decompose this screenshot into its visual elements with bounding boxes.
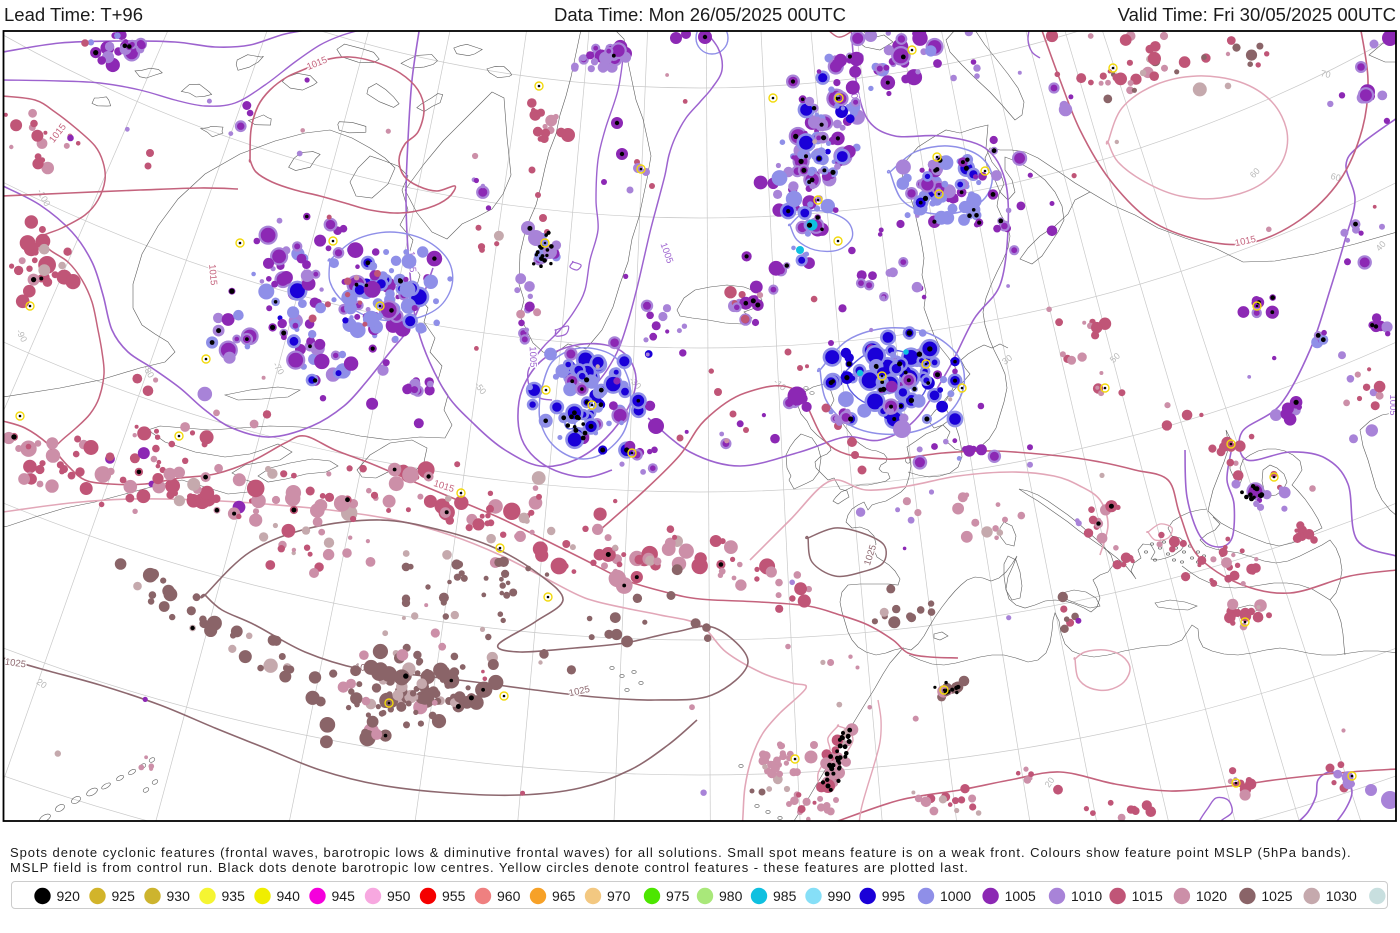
- svg-text:940: 940: [277, 888, 301, 904]
- svg-text:1015: 1015: [1234, 234, 1257, 249]
- svg-text:1005: 1005: [658, 241, 676, 265]
- svg-text:1020: 1020: [1196, 888, 1227, 904]
- svg-text:-90: -90: [14, 327, 29, 343]
- svg-text:-50: -50: [472, 380, 488, 396]
- svg-text:1005: 1005: [1387, 394, 1398, 415]
- svg-text:1010: 1010: [1071, 888, 1102, 904]
- svg-text:960: 960: [497, 888, 521, 904]
- svg-text:990: 990: [828, 888, 852, 904]
- svg-text:1015: 1015: [1132, 888, 1163, 904]
- svg-text:40: 40: [1374, 239, 1388, 253]
- svg-text:1025: 1025: [4, 657, 26, 671]
- svg-text:975: 975: [666, 888, 690, 904]
- svg-text:925: 925: [112, 888, 136, 904]
- svg-text:1005: 1005: [527, 346, 539, 368]
- svg-text:1015: 1015: [206, 264, 219, 286]
- svg-text:995: 995: [882, 888, 906, 904]
- svg-text:1000: 1000: [940, 888, 971, 904]
- svg-text:980: 980: [719, 888, 743, 904]
- svg-text:1015: 1015: [47, 122, 69, 145]
- svg-text:20: 20: [1043, 775, 1057, 789]
- svg-text:-70: -70: [271, 360, 286, 376]
- svg-text:20: 20: [35, 677, 49, 691]
- svg-text:60: 60: [1248, 166, 1262, 180]
- svg-text:70: 70: [1320, 68, 1332, 80]
- svg-text:1015: 1015: [305, 55, 329, 73]
- svg-text:985: 985: [773, 888, 797, 904]
- svg-text:930: 930: [167, 888, 191, 904]
- svg-text:30: 30: [1000, 353, 1014, 367]
- svg-text:965: 965: [552, 888, 576, 904]
- svg-text:945: 945: [332, 888, 356, 904]
- svg-text:920: 920: [57, 888, 81, 904]
- svg-text:1025: 1025: [862, 543, 879, 567]
- svg-text:-10: -10: [772, 377, 788, 393]
- svg-text:1025: 1025: [1261, 888, 1292, 904]
- svg-text:1015: 1015: [432, 478, 456, 495]
- svg-text:50: 50: [1108, 351, 1122, 365]
- svg-text:970: 970: [607, 888, 631, 904]
- svg-text:1030: 1030: [1326, 888, 1357, 904]
- svg-text:60: 60: [1330, 171, 1342, 183]
- svg-text:935: 935: [222, 888, 246, 904]
- svg-text:950: 950: [387, 888, 411, 904]
- svg-text:1005: 1005: [1005, 888, 1036, 904]
- svg-text:955: 955: [442, 888, 466, 904]
